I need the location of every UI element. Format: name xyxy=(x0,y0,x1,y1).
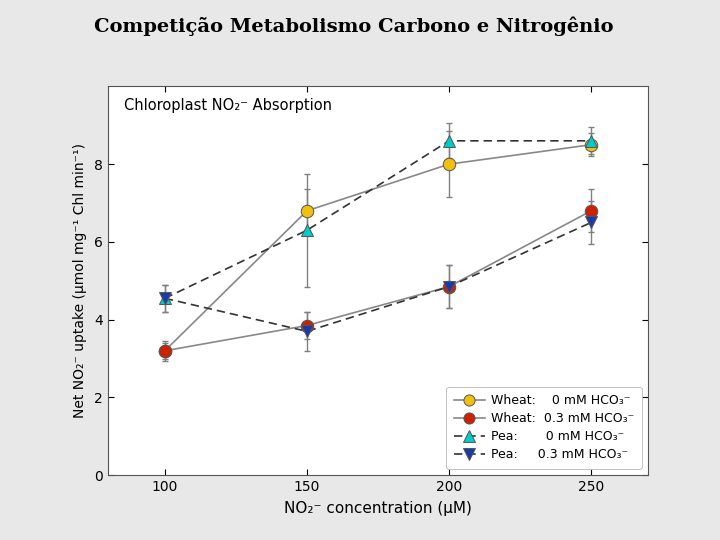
Text: Competição Metabolismo Carbono e Nitrogênio: Competição Metabolismo Carbono e Nitrogê… xyxy=(94,16,613,36)
Text: Chloroplast NO₂⁻ Absorption: Chloroplast NO₂⁻ Absorption xyxy=(125,98,332,113)
X-axis label: NO₂⁻ concentration (μM): NO₂⁻ concentration (μM) xyxy=(284,501,472,516)
Y-axis label: Net NO₂⁻ uptake (μmol mg⁻¹ Chl min⁻¹): Net NO₂⁻ uptake (μmol mg⁻¹ Chl min⁻¹) xyxy=(73,143,87,418)
Legend: Wheat:    0 mM HCO₃⁻, Wheat:  0.3 mM HCO₃⁻, Pea:       0 mM HCO₃⁻, Pea:     0.3 : Wheat: 0 mM HCO₃⁻, Wheat: 0.3 mM HCO₃⁻, … xyxy=(446,387,642,469)
